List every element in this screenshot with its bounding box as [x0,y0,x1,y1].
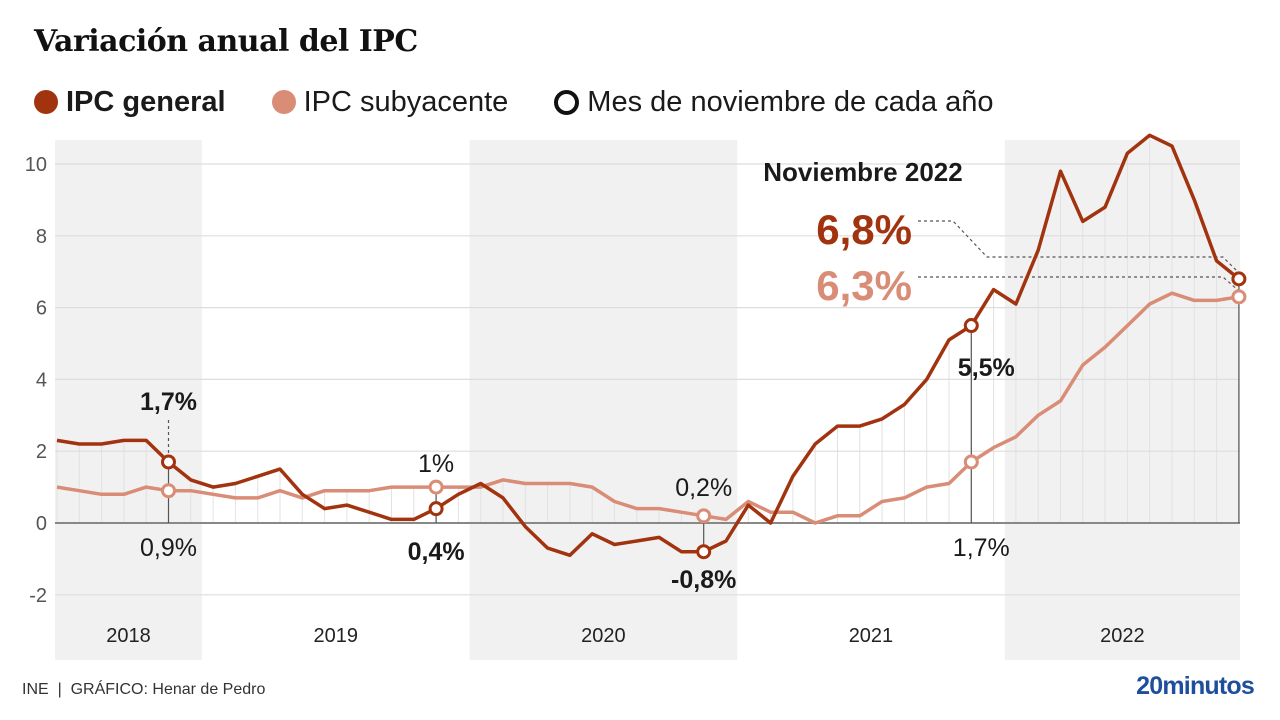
legend-item-core: IPC subyacente [271,85,509,119]
legend-dot-general-icon [34,90,58,114]
year-bands [55,140,1240,660]
november-point-core-2021 [963,454,979,470]
series-lines [56,133,1240,558]
label-general-2020: -0,8% [671,566,736,594]
data-labels: 1,7% 0,9% 1% 0,4% 0,2% -0,8% 5,5% 1,7% [140,354,1015,594]
series-line-ipc-subyacente [56,291,1240,525]
x-label-2020: 2020 [581,625,626,647]
annotation-general-value: 6,8% [816,206,912,253]
label-general-2018: 1,7% [140,388,197,416]
legend-dot-core-icon [271,90,296,114]
y-axis-ticks: -2 0 2 4 6 8 10 [25,154,47,607]
y-tick-label: 8 [36,226,47,248]
year-band-2020 [469,140,738,660]
november-point-general-2022 [1231,271,1247,287]
source-note: INE | GRÁFICO: Henar de Pedro [22,681,266,698]
november-point-general-2019 [428,501,444,517]
annotation-leaders [918,220,1240,292]
leader-core-2022 [918,276,1240,292]
chart-title: Variación anual del IPC [34,24,418,59]
annotation-heading: Noviembre 2022 [763,157,962,187]
year-band-2022 [1004,140,1240,660]
legend: IPC general IPC subyacente Mes de noviem… [34,84,1040,120]
november-point-general-2021 [963,318,979,334]
series-line-ipc-general [56,133,1240,558]
label-core-2018: 0,9% [140,534,197,562]
annotation: Noviembre 2022 6,8% 6,3% [763,157,962,309]
label-core-2020: 0,2% [675,474,732,502]
november-point-core-2020 [696,508,712,524]
x-axis-year-labels: 2018 2019 2020 2021 2022 [106,625,1144,647]
y-tick-label: 2 [36,441,47,463]
label-core-2021: 1,7% [953,534,1010,562]
legend-item-general: IPC general [34,86,226,119]
legend-ring-november-icon [554,89,580,115]
year-band-2018 [55,140,202,660]
x-label-2021: 2021 [849,625,894,647]
label-core-2019: 1% [418,450,454,478]
november-point-general-2020 [696,544,712,560]
november-point-core-2022 [1231,289,1247,305]
y-tick-label: 6 [36,298,47,320]
legend-label-general: IPC general [66,85,226,118]
legend-label-core: IPC subyacente [303,85,509,118]
y-tick-label: -2 [29,585,47,607]
legend-item-november: Mes de noviembre de cada año [554,85,994,119]
y-tick-label: 0 [36,513,47,535]
x-label-2022: 2022 [1100,625,1145,647]
november-point-core-2019 [428,479,444,495]
x-label-2019: 2019 [314,625,359,647]
annotation-core-value: 6,3% [816,262,912,309]
x-label-2018: 2018 [106,625,151,647]
brand-logo[interactable]: 20minutos [1136,672,1255,700]
november-point-core-2018 [161,483,176,499]
november-points [161,271,1247,560]
legend-label-november: Mes de noviembre de cada año [587,85,994,118]
label-general-2021: 5,5% [958,354,1015,382]
y-tick-label: 4 [36,369,47,391]
november-point-general-2018 [161,454,176,470]
y-tick-label: 10 [25,154,47,176]
label-general-2019: 0,4% [408,538,465,566]
leader-general-2022 [918,220,1240,274]
